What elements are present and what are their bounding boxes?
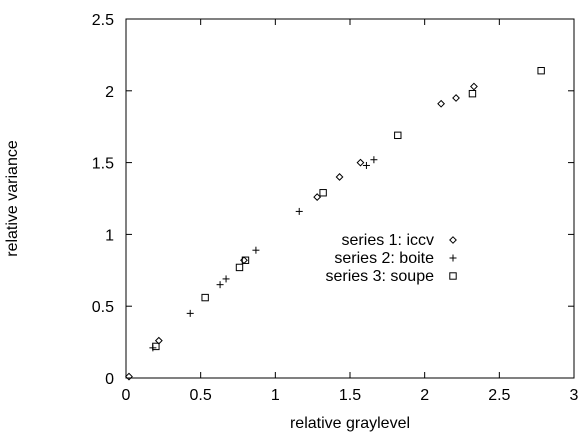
data-points xyxy=(125,66,545,381)
x-tick-label: 0 xyxy=(122,387,131,404)
data-point-series-3 xyxy=(537,66,545,75)
y-tick-label: 1 xyxy=(105,227,114,244)
data-point-series-2 xyxy=(186,309,194,317)
data-point-series-2 xyxy=(216,281,224,289)
legend-marker xyxy=(449,236,457,244)
data-point-series-2 xyxy=(222,275,230,283)
axis-labels: relative graylevel relative variance xyxy=(4,140,410,432)
x-tick-label: 3 xyxy=(570,387,579,404)
data-point-series-1 xyxy=(240,256,248,265)
y-tick-label: 1.5 xyxy=(92,156,114,173)
ticks: 0 0.5 1 1.5 2 2.5 3 0 0.5 1 1.5 2 2.5 xyxy=(92,12,579,404)
data-point-series-1 xyxy=(437,99,446,108)
data-point-series-3 xyxy=(319,189,327,197)
data-point-series-2 xyxy=(252,246,260,254)
data-point-series-3 xyxy=(152,342,160,351)
data-point-series-3 xyxy=(235,263,244,272)
legend-entry: series 1: iccv xyxy=(342,232,457,249)
data-point-series-3 xyxy=(241,256,250,264)
y-tick-label: 2.5 xyxy=(92,12,114,29)
y-tick-label: 0.5 xyxy=(92,299,114,316)
data-point-series-3 xyxy=(394,131,402,140)
axes xyxy=(125,18,575,379)
legend-entry: series 3: soupe xyxy=(325,268,457,285)
y-tick-label: 0 xyxy=(105,371,114,388)
data-point-series-1 xyxy=(125,372,133,381)
data-point-series-2 xyxy=(295,207,303,215)
legend-label: series 3: soupe xyxy=(325,268,434,285)
data-point-series-2 xyxy=(370,156,378,164)
x-tick-label: 2 xyxy=(420,387,429,404)
data-point-series-1 xyxy=(335,173,344,181)
data-point-series-1 xyxy=(452,94,460,102)
legend-marker xyxy=(449,254,457,262)
plot-frame xyxy=(125,18,575,379)
data-point-series-1 xyxy=(313,193,322,201)
data-point-series-3 xyxy=(201,293,209,302)
x-axis-label: relative graylevel xyxy=(290,415,410,432)
x-tick-label: 0.5 xyxy=(190,387,212,404)
series-3-points xyxy=(152,66,545,351)
data-point-series-3 xyxy=(468,89,477,98)
data-point-series-1 xyxy=(470,82,478,91)
data-point-series-1 xyxy=(356,158,365,167)
x-tick-label: 1 xyxy=(271,387,280,404)
legend-label: series 1: iccv xyxy=(342,232,434,249)
y-tick-label: 2 xyxy=(105,84,114,101)
x-tick-label: 1.5 xyxy=(339,387,361,404)
legend-label: series 2: boite xyxy=(334,250,434,267)
data-point-series-2 xyxy=(362,161,370,169)
x-tick-label: 2.5 xyxy=(488,387,510,404)
legend-entry: series 2: boite xyxy=(334,250,457,267)
legend-marker xyxy=(449,272,457,280)
y-axis-label: relative variance xyxy=(4,140,21,257)
